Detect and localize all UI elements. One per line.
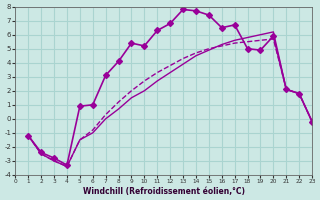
X-axis label: Windchill (Refroidissement éolien,°C): Windchill (Refroidissement éolien,°C): [83, 187, 245, 196]
